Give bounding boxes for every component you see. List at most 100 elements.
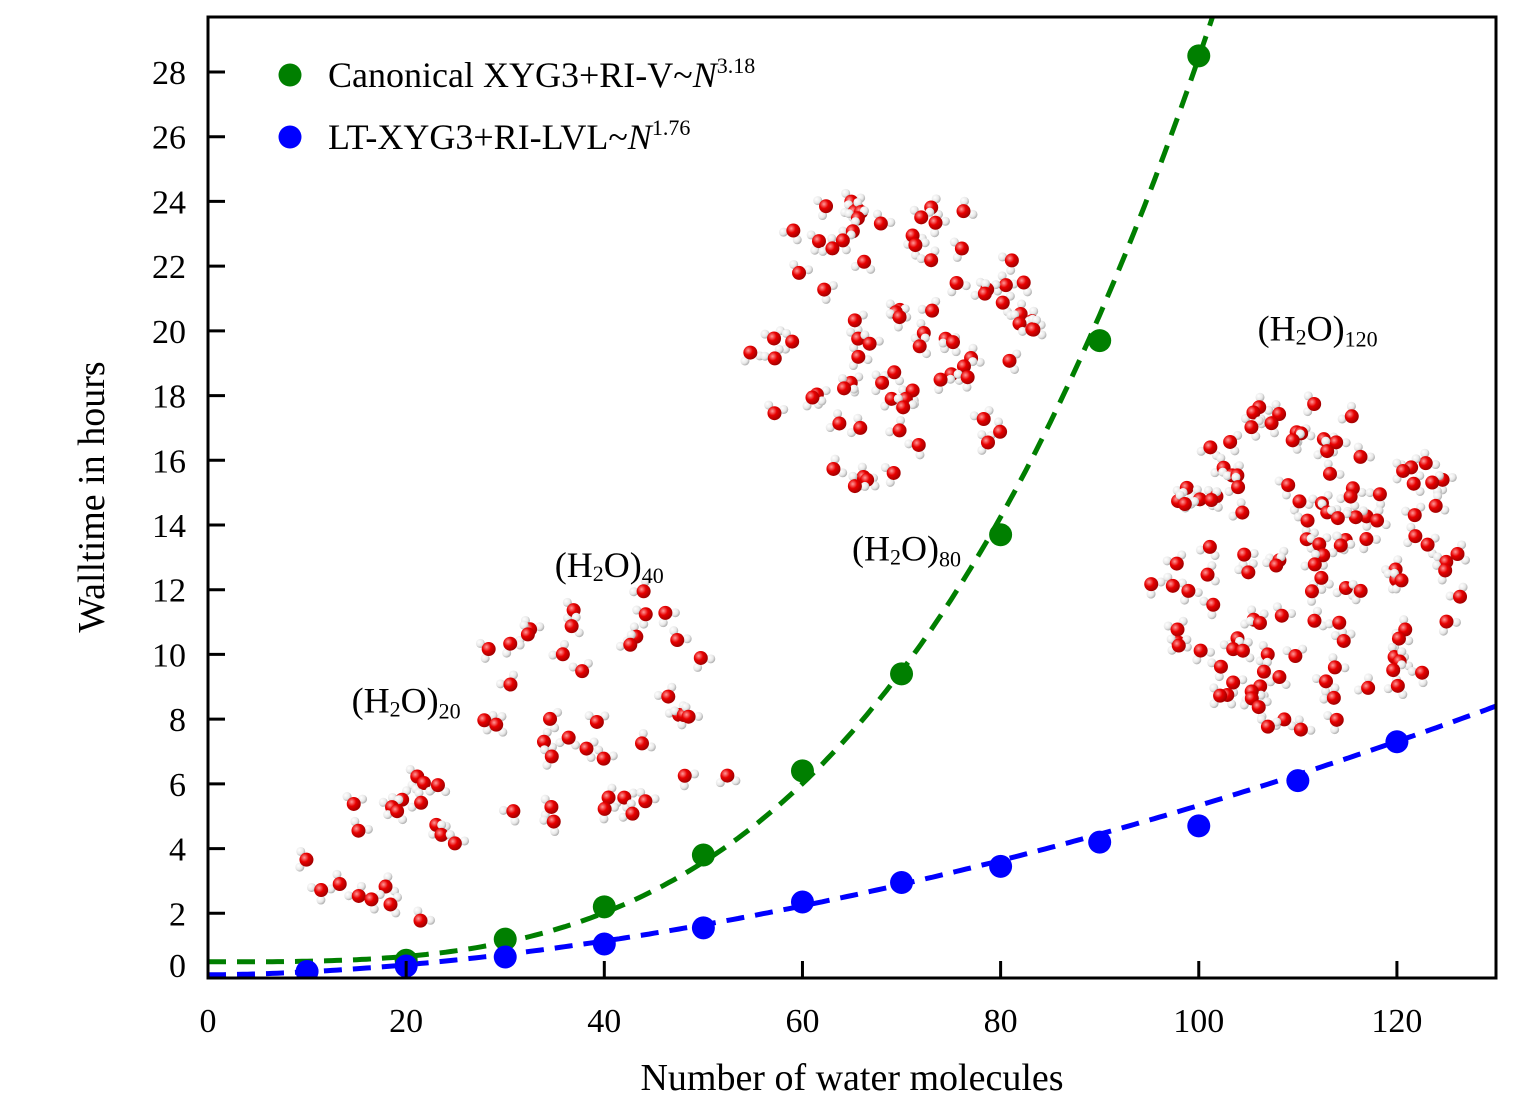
hydrogen-atom: [1393, 555, 1403, 565]
hydrogen-atom: [363, 824, 373, 834]
oxygen-atom: [1293, 722, 1308, 737]
data-point-series-1: [295, 960, 319, 978]
hydrogen-atom: [670, 706, 680, 716]
water-molecule: [1407, 665, 1430, 688]
hydrogen-atom: [1365, 452, 1375, 462]
oxygen-atom: [977, 286, 992, 301]
oxygen-atom: [1428, 498, 1443, 513]
water-molecule: [977, 430, 995, 455]
oxygen-atom: [1420, 537, 1435, 552]
hydrogen-atom: [682, 634, 692, 644]
hydrogen-atom: [1219, 640, 1229, 650]
water-molecule: [760, 344, 784, 366]
water-molecule: [847, 471, 870, 494]
water-molecule: [1224, 472, 1246, 496]
hydrogen-atom: [893, 322, 903, 332]
hydrogen-atom: [1438, 626, 1448, 636]
water-molecule: [615, 630, 638, 652]
data-point-series-0: [1088, 329, 1112, 353]
hydrogen-atom: [1330, 683, 1340, 693]
water-molecule: [949, 237, 969, 262]
water-molecule: [1223, 430, 1243, 456]
hydrogen-atom: [350, 816, 360, 826]
hydrogen-atom: [1420, 448, 1430, 458]
oxygen-atom: [1407, 508, 1422, 523]
y-tick-label: 24: [152, 184, 186, 221]
oxygen-atom: [1396, 463, 1411, 478]
y-tick-label: 28: [152, 55, 186, 92]
hydrogen-atom: [1175, 490, 1185, 500]
oxygen-atom: [949, 275, 964, 290]
water-molecule: [342, 792, 368, 811]
water-molecule: [477, 710, 498, 735]
oxygen-atom: [912, 339, 927, 354]
molecule-clusters: [295, 188, 1470, 928]
water-molecule: [1389, 568, 1409, 594]
water-molecule: [789, 259, 813, 280]
water-molecule: [818, 233, 840, 256]
hydrogen-atom: [946, 374, 956, 384]
hydrogen-atom: [1281, 490, 1291, 500]
hydrogen-atom: [646, 742, 656, 752]
water-molecule: [536, 727, 557, 752]
hydrogen-atom: [1401, 506, 1411, 516]
data-point-series-1: [1385, 730, 1409, 754]
oxygen-atom: [817, 282, 832, 297]
water-molecule: [1322, 459, 1345, 481]
data-point-series-0: [691, 843, 715, 867]
oxygen-atom: [1322, 466, 1337, 481]
hydrogen-atom: [626, 799, 636, 809]
hydrogen-atom: [844, 209, 854, 219]
hydrogen-atom: [1332, 588, 1342, 598]
oxygen-atom: [980, 435, 995, 450]
water-cluster-20: [295, 764, 470, 928]
water-molecule: [885, 415, 907, 438]
fit-curve-series-0: [208, 17, 1216, 965]
hydrogen-atom: [1332, 531, 1342, 541]
hydrogen-atom: [658, 618, 668, 628]
hydrogen-atom: [1247, 605, 1257, 615]
oxygen-atom: [767, 406, 782, 421]
water-molecule: [1026, 315, 1047, 340]
oxygen-atom: [634, 736, 649, 751]
hydrogen-atom: [369, 904, 379, 914]
water-molecule: [1406, 471, 1425, 496]
hydrogen-atom: [1457, 540, 1467, 550]
oxygen-atom: [1169, 556, 1184, 571]
hydrogen-atom: [968, 209, 978, 219]
hydrogen-atom: [915, 450, 925, 460]
hydrogen-atom: [885, 309, 895, 319]
hydrogen-atom: [962, 382, 972, 392]
oxygen-atom: [1244, 420, 1259, 435]
y-tick-label: 10: [152, 637, 186, 674]
oxygen-atom: [928, 215, 943, 230]
hydrogen-atom: [760, 329, 770, 339]
oxygen-atom: [886, 465, 901, 480]
oxygen-atom: [1144, 577, 1159, 592]
x-axis-title: Number of water molecules: [640, 1057, 1063, 1099]
hydrogen-atom: [940, 216, 950, 226]
hydrogen-atom: [1258, 640, 1268, 650]
hydrogen-atom: [970, 290, 980, 300]
oxygen-atom: [596, 751, 611, 766]
oxygen-atom: [1177, 497, 1192, 512]
oxygen-atom: [1292, 494, 1307, 509]
hydrogen-atom: [1192, 655, 1202, 665]
oxygen-atom: [332, 876, 347, 891]
hydrogen-atom: [1353, 685, 1363, 695]
cluster-label: (H2O)40: [555, 545, 664, 588]
oxygen-atom: [875, 375, 890, 390]
hydrogen-atom: [670, 608, 680, 618]
hydrogen-atom: [1359, 544, 1369, 554]
hydrogen-atom: [641, 576, 651, 586]
water-molecule: [364, 889, 385, 914]
hydrogen-atom: [1365, 488, 1375, 498]
oxygen-atom: [837, 381, 852, 396]
oxygen-atom: [1285, 433, 1300, 448]
hydrogen-atom: [607, 783, 617, 793]
oxygen-atom: [346, 796, 361, 811]
oxygen-atom: [1002, 353, 1017, 368]
water-molecule: [1163, 616, 1188, 637]
water-molecule: [681, 702, 704, 724]
water-molecule: [1204, 487, 1223, 512]
